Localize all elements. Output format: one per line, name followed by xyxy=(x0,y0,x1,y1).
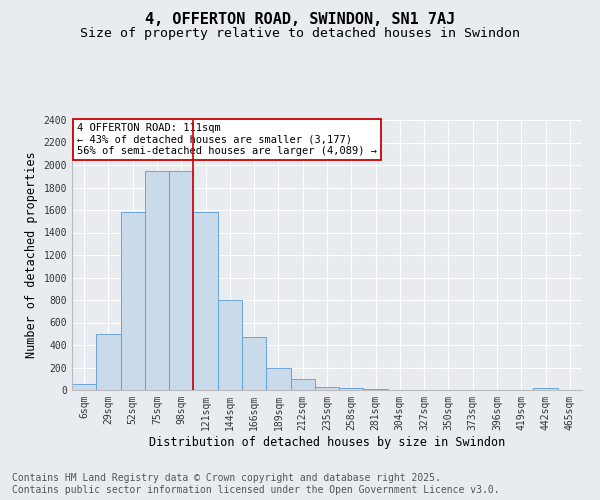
Text: Contains HM Land Registry data © Crown copyright and database right 2025.
Contai: Contains HM Land Registry data © Crown c… xyxy=(12,474,500,495)
Bar xyxy=(315,386,339,390)
Bar xyxy=(72,384,96,390)
Bar xyxy=(266,368,290,390)
Text: 4 OFFERTON ROAD: 111sqm
← 43% of detached houses are smaller (3,177)
56% of semi: 4 OFFERTON ROAD: 111sqm ← 43% of detache… xyxy=(77,122,377,156)
Bar xyxy=(145,170,169,390)
Bar xyxy=(96,334,121,390)
Y-axis label: Number of detached properties: Number of detached properties xyxy=(25,152,38,358)
Bar xyxy=(290,379,315,390)
Bar xyxy=(533,388,558,390)
Bar xyxy=(242,336,266,390)
Bar xyxy=(364,389,388,390)
Text: Size of property relative to detached houses in Swindon: Size of property relative to detached ho… xyxy=(80,28,520,40)
X-axis label: Distribution of detached houses by size in Swindon: Distribution of detached houses by size … xyxy=(149,436,505,448)
Bar xyxy=(193,212,218,390)
Bar xyxy=(121,212,145,390)
Bar xyxy=(339,388,364,390)
Bar xyxy=(169,170,193,390)
Bar xyxy=(218,300,242,390)
Text: 4, OFFERTON ROAD, SWINDON, SN1 7AJ: 4, OFFERTON ROAD, SWINDON, SN1 7AJ xyxy=(145,12,455,28)
